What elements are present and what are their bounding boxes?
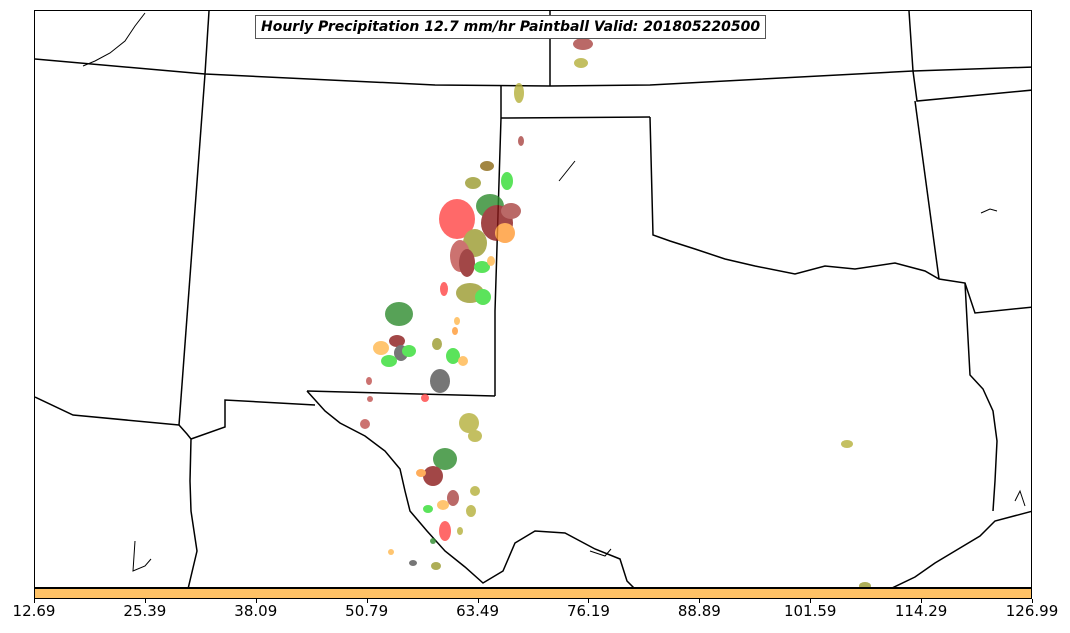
map-title: Hourly Precipitation 12.7 mm/hr Paintbal… (255, 15, 767, 39)
colorbar-tick-mark (699, 599, 701, 603)
lake-1 (132, 540, 152, 572)
precip-blob (421, 394, 429, 402)
precip-blob (574, 58, 588, 68)
precip-blob (475, 289, 491, 305)
precip-blob (501, 203, 521, 219)
precip-blob (439, 199, 475, 239)
precip-blob (385, 302, 413, 326)
precip-blob (468, 430, 482, 442)
colorbar-tick-mark (1032, 599, 1033, 603)
border-nm-tx-south (306, 390, 496, 397)
precip-blob (859, 582, 871, 587)
precip-blob (459, 413, 479, 433)
precip-blob (402, 345, 416, 357)
border-northeast-1 (908, 11, 1031, 102)
border-ok-north (500, 116, 651, 119)
colorbar-tick-label: 38.09 (234, 602, 278, 620)
precip-blob (514, 83, 524, 103)
precip-blob (454, 317, 460, 325)
precip-blob (458, 356, 468, 366)
precip-blob (439, 521, 451, 541)
colorbar-tick-mark (477, 599, 479, 603)
precip-blob (459, 249, 475, 277)
lake-3 (980, 208, 998, 214)
colorbar-tick-label: 126.99 (1005, 602, 1059, 620)
colorbar-tick-mark (144, 599, 146, 603)
precip-blob (440, 282, 448, 296)
precip-blob (430, 369, 450, 393)
colorbar-tick-label: 76.19 (566, 602, 610, 620)
precip-blob (423, 466, 443, 486)
state-borders (35, 11, 1031, 587)
precip-blob (446, 348, 460, 364)
precip-blob (474, 261, 490, 273)
precip-blob (437, 500, 449, 510)
colorbar-tick-label: 12.69 (12, 602, 56, 620)
lake-4 (1014, 489, 1026, 507)
lake-2 (558, 160, 576, 182)
border-ok-east-nm (494, 117, 502, 396)
precip-blob (432, 338, 442, 350)
colorbar-tick-mark (366, 599, 368, 603)
precip-blob (480, 161, 494, 171)
coast-nw (82, 12, 146, 67)
precip-blob (389, 335, 405, 347)
colorbar (34, 588, 1032, 599)
colorbar-tick-label: 88.89 (677, 602, 721, 620)
precip-blob (388, 549, 394, 555)
precip-blob (487, 256, 495, 266)
colorbar-tick-label: 25.39 (123, 602, 167, 620)
precip-blob (447, 490, 459, 506)
border-nm-az (178, 424, 198, 587)
precip-blob (573, 38, 593, 50)
precip-blob (518, 136, 524, 146)
border-tx-mexico (306, 390, 635, 587)
precip-blob (841, 440, 853, 448)
border-colorado-west (178, 73, 206, 426)
border-ok-ar (914, 100, 940, 280)
precip-blob (495, 223, 515, 243)
precipitation-blobs (360, 38, 871, 587)
precip-blob (360, 419, 370, 429)
colorbar-tick-mark (255, 599, 257, 603)
precip-blob (465, 177, 481, 189)
colorbar-ticks: 12.69 25.39 38.09 50.79 63.49 76.19 88.89 101.5… (0, 599, 1070, 633)
colorbar-tick-mark (921, 599, 923, 603)
border-nm-south (190, 399, 316, 440)
lake-5 (589, 548, 612, 557)
precip-blob (416, 469, 426, 477)
colorbar-tick-mark (34, 599, 35, 603)
precipitation-map[interactable] (35, 11, 1032, 588)
precip-blob (433, 448, 457, 470)
colorbar-tick-label: 63.49 (456, 602, 500, 620)
precip-blob (470, 486, 480, 496)
precip-blob (367, 396, 373, 402)
colorbar-tick-mark (810, 599, 812, 603)
precip-blob (381, 355, 397, 367)
border-utah-az (35, 396, 180, 426)
border-tx-la (964, 282, 998, 512)
precip-blob (431, 562, 441, 570)
precip-blob (501, 172, 513, 190)
colorbar-tick-mark (588, 599, 590, 603)
precip-blob (373, 341, 389, 355)
border-ok-east (649, 116, 1031, 314)
texas-coast (892, 510, 1031, 587)
precip-blob (430, 538, 436, 544)
border-north-1 (35, 58, 1031, 87)
map-frame[interactable] (34, 10, 1032, 588)
colorbar-tick-label: 50.79 (345, 602, 389, 620)
precip-blob (466, 505, 476, 517)
colorbar-tick-label: 114.29 (894, 602, 948, 620)
border-north-2 (204, 11, 210, 75)
colorbar-tick-label: 101.59 (783, 602, 837, 620)
precip-blob (366, 377, 372, 385)
precip-blob (452, 327, 458, 335)
precip-blob (457, 527, 463, 535)
precip-blob (409, 560, 417, 566)
precip-blob (423, 505, 433, 513)
